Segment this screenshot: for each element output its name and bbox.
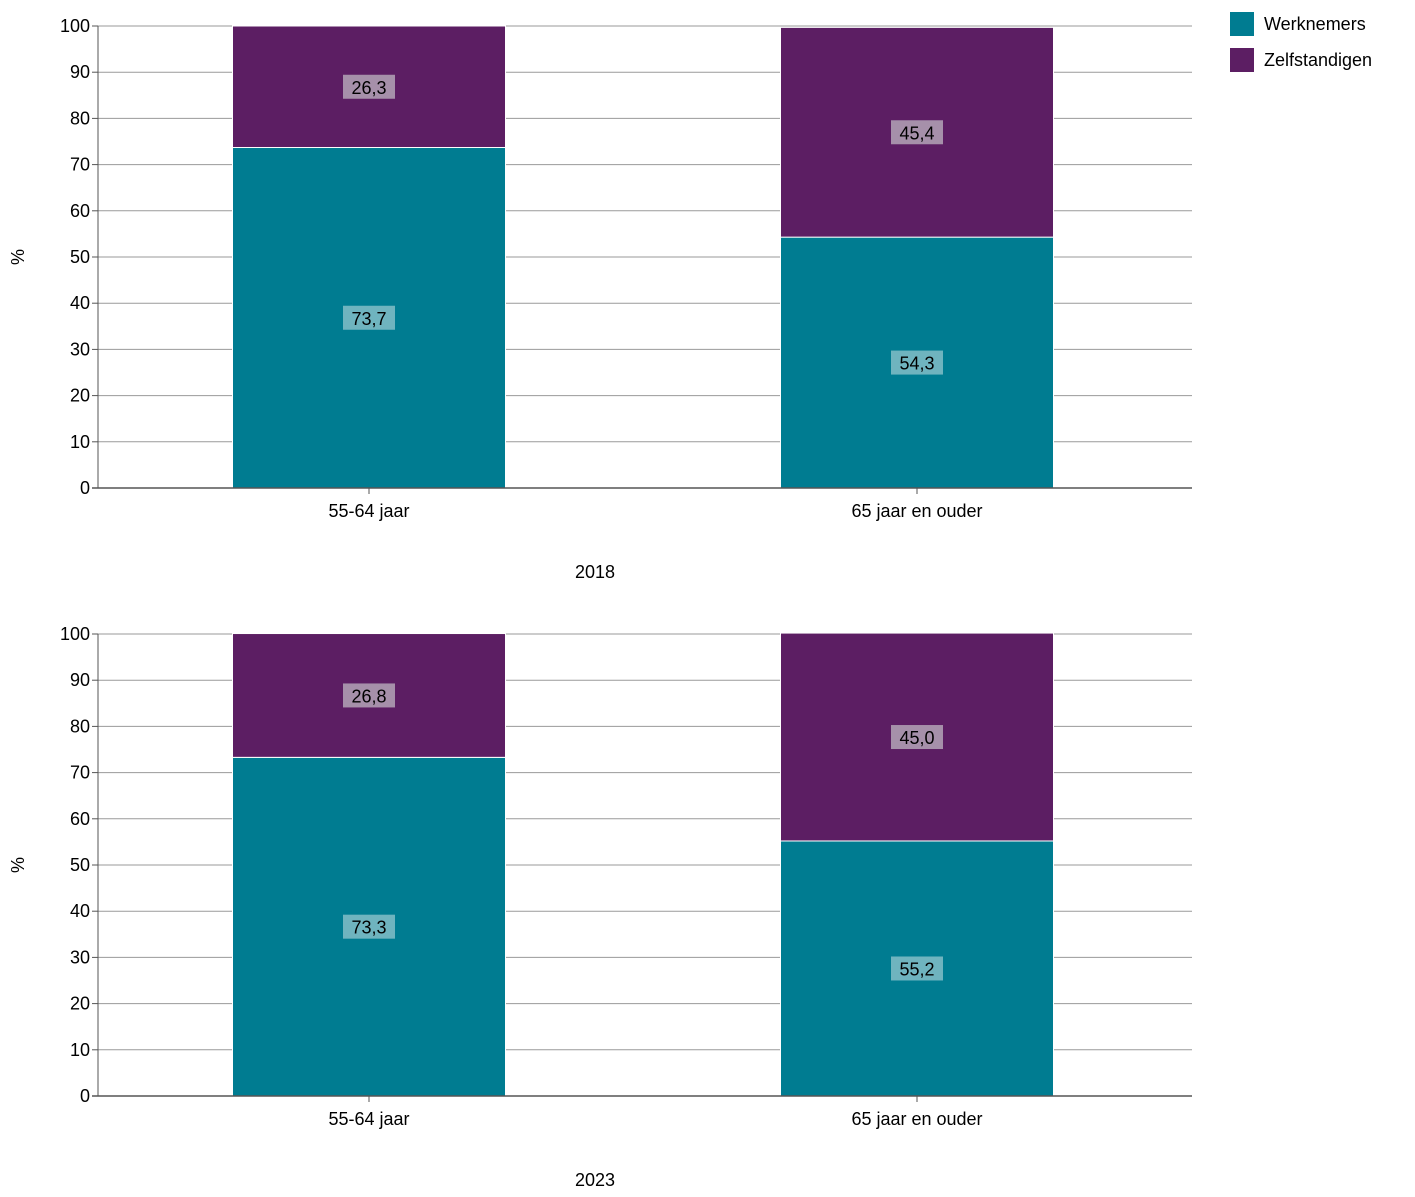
data-label-bg <box>891 956 943 981</box>
y-tick-label: 90 <box>70 62 90 82</box>
y-tick-label: 20 <box>70 386 90 406</box>
data-label: 45,0 <box>899 728 934 748</box>
chart-panel-0: 0 10 20 30 40 50 60 70 80 90 100% 73,7 26,3 55-64 jaa… <box>8 16 1192 582</box>
data-label-bg <box>343 914 395 939</box>
chart-panel-1: 0 10 20 30 40 50 60 70 80 90 100% 73,3 26,8 55-64 jaa… <box>8 624 1192 1190</box>
y-tick-label: 100 <box>60 16 90 36</box>
x-tick-label: 55-64 jaar <box>328 1109 409 1129</box>
legend-label-zelfstandigen: Zelfstandigen <box>1264 49 1373 70</box>
legend-label-werknemers: Werknemers <box>1264 13 1366 34</box>
data-label-bg <box>891 725 943 750</box>
data-label: 54,3 <box>899 354 934 374</box>
y-tick-label: 30 <box>70 947 90 967</box>
x-tick-label: 65 jaar en ouder <box>851 501 982 521</box>
legend-item-zelfstandigen[interactable]: Zelfstandigen <box>1230 42 1372 78</box>
y-tick-label: 10 <box>70 432 90 452</box>
y-tick-label: 60 <box>70 809 90 829</box>
y-tick-label: 50 <box>70 247 90 267</box>
y-tick-label: 0 <box>80 1086 90 1106</box>
y-tick-label: 100 <box>60 624 90 644</box>
x-tick-label: 55-64 jaar <box>328 501 409 521</box>
y-tick-label: 80 <box>70 716 90 736</box>
data-label-bg <box>891 350 943 375</box>
data-label: 26,8 <box>351 686 386 706</box>
y-tick-label: 40 <box>70 293 90 313</box>
y-tick-label: 20 <box>70 994 90 1014</box>
y-tick-label: 90 <box>70 670 90 690</box>
chart-title: 2018 <box>575 562 615 582</box>
legend-item-werknemers[interactable]: Werknemers <box>1230 6 1372 42</box>
data-label-bg <box>343 305 395 330</box>
legend: Werknemers Zelfstandigen <box>1230 6 1372 78</box>
y-tick-label: 50 <box>70 855 90 875</box>
legend-swatch-werknemers <box>1230 12 1254 36</box>
data-label-bg <box>891 120 943 145</box>
y-tick-label: 70 <box>70 155 90 175</box>
y-tick-label: 40 <box>70 901 90 921</box>
legend-swatch-zelfstandigen <box>1230 48 1254 72</box>
y-tick-label: 60 <box>70 201 90 221</box>
y-tick-label: 10 <box>70 1040 90 1060</box>
data-label: 73,7 <box>351 309 386 329</box>
y-tick-label: 80 <box>70 108 90 128</box>
data-label-bg <box>343 74 395 99</box>
y-tick-label: 30 <box>70 339 90 359</box>
data-label: 26,3 <box>351 78 386 98</box>
x-tick-label: 65 jaar en ouder <box>851 1109 982 1129</box>
y-axis-label: % <box>8 857 28 873</box>
data-label: 45,4 <box>899 123 934 143</box>
y-tick-label: 70 <box>70 763 90 783</box>
data-label: 55,2 <box>899 959 934 979</box>
data-label-bg <box>343 683 395 708</box>
y-tick-label: 0 <box>80 478 90 498</box>
chart-title: 2023 <box>575 1170 615 1190</box>
y-axis-label: % <box>8 249 28 265</box>
data-label: 73,3 <box>351 918 386 938</box>
